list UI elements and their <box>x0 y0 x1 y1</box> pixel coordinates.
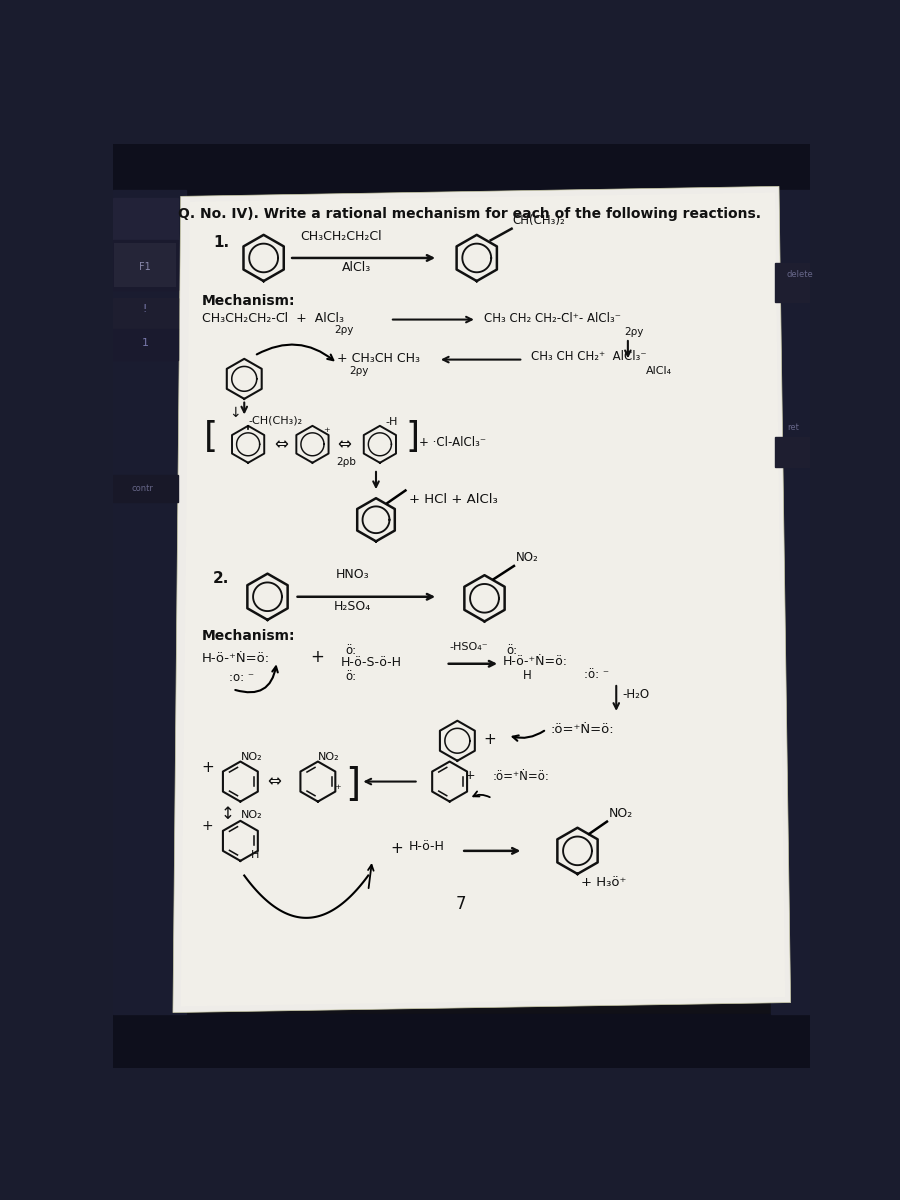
Bar <box>775 437 810 467</box>
Text: H: H <box>250 850 259 860</box>
Text: CH(CH₃)₂: CH(CH₃)₂ <box>512 214 565 227</box>
Text: ⇔: ⇔ <box>267 773 282 791</box>
Text: ⇔: ⇔ <box>338 436 351 454</box>
Text: +: + <box>483 732 496 746</box>
Text: 1: 1 <box>141 337 149 348</box>
Text: AlCl₃: AlCl₃ <box>342 262 371 274</box>
Text: HNO₃: HNO₃ <box>336 569 370 581</box>
Text: 2ρy: 2ρy <box>349 366 368 376</box>
Text: 2ρy: 2ρy <box>624 328 644 337</box>
Text: ⇔: ⇔ <box>274 436 288 454</box>
Text: + ·C̈l-AlCl₃⁻: + ·C̈l-AlCl₃⁻ <box>418 437 486 449</box>
Text: H-ö-S-ö-H: H-ö-S-ö-H <box>341 656 402 670</box>
Text: NO₂: NO₂ <box>608 808 633 820</box>
Text: -HSO₄⁻: -HSO₄⁻ <box>450 642 488 653</box>
Text: :ö: ⁻: :ö: ⁻ <box>584 667 608 680</box>
Text: 2ρb: 2ρb <box>337 457 356 467</box>
Text: + HCl + AlCl₃: + HCl + AlCl₃ <box>409 493 498 506</box>
Bar <box>112 190 186 1014</box>
Text: 1.: 1. <box>213 235 230 250</box>
Bar <box>112 475 178 502</box>
Bar <box>112 1014 810 1068</box>
Text: NO₂: NO₂ <box>240 751 262 762</box>
Text: ⁺: ⁺ <box>323 426 330 439</box>
Text: ö:: ö: <box>345 644 356 658</box>
Text: F1: F1 <box>140 263 151 272</box>
Text: :ö=⁺Ṅ=ö:: :ö=⁺Ṅ=ö: <box>492 770 549 784</box>
Text: +: + <box>310 648 324 666</box>
Text: ö:: ö: <box>506 644 518 658</box>
Text: CH₃ CH₂ CH₂-C̈l⁺- AlCl₃⁻: CH₃ CH₂ CH₂-C̈l⁺- AlCl₃⁻ <box>484 312 622 325</box>
Text: CH₃ C̈H CH₂⁺  AlCl₃⁻: CH₃ C̈H CH₂⁺ AlCl₃⁻ <box>531 350 646 364</box>
Text: 7: 7 <box>456 895 466 913</box>
Text: ↓: ↓ <box>230 406 241 420</box>
Text: NO₂: NO₂ <box>318 751 339 762</box>
Text: NO₂: NO₂ <box>516 552 538 564</box>
Polygon shape <box>181 192 785 1007</box>
Bar <box>112 198 178 240</box>
Text: AlCl₄: AlCl₄ <box>645 366 671 376</box>
Text: H₂SO₄: H₂SO₄ <box>334 600 372 613</box>
Bar <box>114 242 176 287</box>
Text: delete: delete <box>787 270 814 280</box>
Text: ↕: ↕ <box>220 805 234 823</box>
Text: + CH₃C̈H CH₃: + CH₃C̈H CH₃ <box>338 352 420 365</box>
Text: Q. No. IV). Write a rational mechanism for each of the following reactions.: Q. No. IV). Write a rational mechanism f… <box>177 208 760 221</box>
Text: H: H <box>523 670 532 682</box>
Text: :ö=⁺Ṅ=ö:: :ö=⁺Ṅ=ö: <box>551 724 614 736</box>
Text: NO₂: NO₂ <box>240 810 262 820</box>
Text: Mechanism:: Mechanism: <box>202 629 295 643</box>
Text: 2ρy: 2ρy <box>334 325 353 335</box>
Text: -H₂O: -H₂O <box>623 688 650 701</box>
Bar <box>112 329 178 360</box>
Text: -H: -H <box>385 418 398 427</box>
Text: CH₃CH₂CH₂-C̈l̈  +  AlCl₃: CH₃CH₂CH₂-C̈l̈ + AlCl₃ <box>202 312 344 325</box>
Text: 2.: 2. <box>213 571 230 587</box>
Text: +: + <box>202 818 213 833</box>
Text: ö:: ö: <box>345 670 356 683</box>
Text: contr: contr <box>131 485 153 493</box>
Polygon shape <box>173 186 790 1013</box>
Text: CH₃CH₂CH₂Cl: CH₃CH₂CH₂Cl <box>301 229 382 242</box>
Text: H-ö-⁺Ṅ=ö:: H-ö-⁺Ṅ=ö: <box>202 653 270 665</box>
Text: +: + <box>390 841 402 856</box>
Text: ret: ret <box>787 422 798 432</box>
Text: [: [ <box>204 420 218 454</box>
Bar <box>112 144 810 197</box>
Text: :o: ⁻: :o: ⁻ <box>229 671 254 684</box>
Text: + H₃ö⁺: + H₃ö⁺ <box>581 876 626 888</box>
Bar <box>771 190 810 1014</box>
Text: Mechanism:: Mechanism: <box>202 294 295 308</box>
Text: !: ! <box>143 304 148 313</box>
Text: +: + <box>465 769 476 782</box>
Bar <box>775 263 810 302</box>
Text: -CH(CH₃)₂: -CH(CH₃)₂ <box>248 415 302 425</box>
Text: ]: ] <box>345 766 360 804</box>
Bar <box>112 298 178 329</box>
Text: H-ö-H: H-ö-H <box>409 840 445 853</box>
Bar <box>112 240 178 290</box>
Text: +: + <box>202 760 214 775</box>
Text: ]: ] <box>405 420 419 454</box>
Text: ⁺: ⁺ <box>334 782 341 796</box>
Text: H-ö-⁺Ṅ=ö:: H-ö-⁺Ṅ=ö: <box>503 655 568 668</box>
